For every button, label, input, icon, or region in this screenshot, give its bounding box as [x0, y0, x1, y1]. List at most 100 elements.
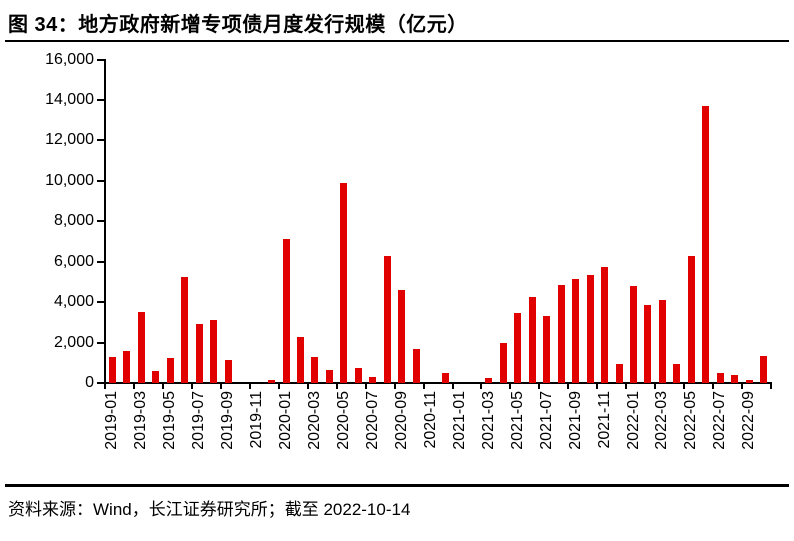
- x-axis-tick: [190, 383, 193, 389]
- x-tick-label: 2021-01: [450, 391, 468, 450]
- bar-2020-03: [311, 357, 319, 383]
- x-axis-tick: [277, 383, 280, 389]
- x-axis-tick: [741, 383, 743, 389]
- y-axis-tick: [97, 139, 104, 142]
- x-axis-tick: [306, 383, 309, 389]
- x-axis-tick: [712, 383, 715, 389]
- bar-2021-12: [615, 364, 623, 383]
- bar-2020-12: [441, 373, 449, 383]
- x-tick-label: 2022-01: [624, 391, 642, 450]
- bar-2020-06: [354, 368, 362, 383]
- bar-2019-01: [108, 356, 116, 383]
- y-axis-tick: [97, 382, 104, 384]
- y-tick-label: 10,000: [45, 171, 94, 189]
- x-tick-label: 2021-05: [508, 391, 526, 450]
- x-axis-tick: [480, 383, 483, 389]
- x-axis-tick: [509, 383, 512, 389]
- x-tick-label: 2020-05: [334, 391, 352, 450]
- y-axis-tick: [97, 58, 104, 61]
- x-tick-label: 2020-11: [421, 391, 439, 449]
- bar-2020-05: [340, 182, 348, 383]
- bar-2022-01: [630, 286, 637, 383]
- x-tick-label: 2019-11: [248, 391, 265, 449]
- chart-title: 图 34：地方政府新增专项债月度发行规模（亿元）: [8, 14, 468, 36]
- bar-2022-10: [760, 355, 768, 383]
- x-axis-tick: [364, 383, 367, 389]
- x-axis-tick: [770, 383, 772, 389]
- bar-2021-09: [572, 278, 579, 383]
- y-tick-label: 4,000: [53, 293, 94, 311]
- x-axis-line: [104, 382, 772, 384]
- bar-2020-01: [282, 239, 290, 383]
- bar-2019-12: [268, 379, 275, 383]
- bar-2022-06: [702, 106, 710, 383]
- x-axis-tick: [248, 383, 251, 389]
- x-tick-label: 2020-01: [277, 391, 294, 450]
- x-axis-tick: [596, 383, 599, 389]
- x-axis-tick: [393, 383, 396, 389]
- bar-2022-02: [644, 305, 652, 383]
- bar-2021-05: [514, 312, 522, 383]
- bar-2020-09: [398, 289, 406, 383]
- y-tick-label: 2,000: [53, 333, 94, 351]
- x-axis-tick: [104, 383, 106, 389]
- bar-2022-08: [731, 374, 739, 383]
- x-axis-tick: [219, 383, 222, 389]
- source-note: 资料来源：Wind，长江证券研究所；截至 2022-10-14: [8, 500, 411, 519]
- bar-2020-07: [369, 376, 377, 383]
- x-axis-tick: [451, 383, 454, 389]
- x-tick-label: 2020-03: [305, 391, 323, 450]
- bar-2022-07: [716, 372, 724, 383]
- y-axis-tick: [97, 341, 104, 344]
- x-tick-label: 2022-03: [653, 391, 671, 450]
- bar-2021-03: [485, 377, 493, 383]
- x-axis-tick: [625, 383, 628, 389]
- bar-2021-06: [528, 297, 536, 383]
- x-tick-label: 2022-05: [682, 391, 700, 450]
- bar-2021-04: [499, 343, 507, 383]
- x-axis-tick: [161, 383, 164, 389]
- x-tick-label: 2020-07: [363, 391, 381, 450]
- y-axis-line: [104, 59, 106, 384]
- bar-2021-08: [557, 285, 565, 383]
- bar-2019-02: [123, 350, 131, 383]
- x-axis-tick: [538, 383, 541, 389]
- x-axis-tick: [683, 383, 686, 389]
- x-tick-label: 2019-07: [190, 391, 208, 450]
- bar-2019-07: [195, 323, 203, 383]
- y-tick-label: 6,000: [53, 252, 94, 270]
- bar-2021-10: [586, 274, 594, 383]
- x-tick-label: 2021-07: [537, 391, 555, 450]
- x-axis-tick: [335, 383, 338, 389]
- y-axis-tick: [97, 179, 104, 182]
- x-tick-label: 2019-03: [132, 391, 150, 450]
- bar-2021-11: [601, 267, 608, 383]
- x-axis-tick: [567, 383, 570, 389]
- bar-2020-10: [412, 348, 420, 383]
- x-tick-label: 2022-09: [740, 391, 758, 450]
- y-tick-label: 12,000: [45, 131, 94, 149]
- y-axis-tick: [97, 301, 104, 304]
- bar-2019-08: [210, 319, 218, 383]
- bar-2022-05: [687, 256, 695, 383]
- bar-2022-09: [745, 380, 753, 383]
- bar-2020-08: [383, 256, 391, 383]
- x-tick-label: 2019-09: [219, 391, 237, 450]
- x-tick-label: 2020-09: [392, 391, 410, 450]
- y-tick-label: 16,000: [45, 50, 94, 68]
- bar-2020-04: [325, 370, 333, 383]
- bar-2020-02: [297, 337, 304, 383]
- bar-2019-04: [152, 370, 160, 383]
- x-tick-label: 2022-07: [711, 391, 729, 450]
- y-tick-label: 8,000: [53, 212, 94, 230]
- y-tick-label: 0: [85, 374, 94, 391]
- y-axis-tick: [97, 98, 104, 101]
- bar-2019-03: [137, 312, 145, 383]
- x-axis-tick: [133, 383, 135, 389]
- y-tick-label: 14,000: [45, 90, 94, 108]
- x-tick-label: 2021-09: [566, 391, 584, 450]
- title-underline: [5, 40, 789, 42]
- x-tick-label: 2021-03: [479, 391, 497, 450]
- y-axis-tick: [97, 260, 104, 263]
